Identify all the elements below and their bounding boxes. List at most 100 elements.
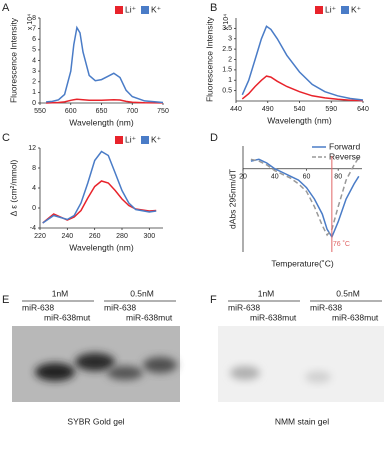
legend-label: K⁺ xyxy=(151,134,162,144)
legend-label: Reverse xyxy=(329,151,361,161)
lane-label: miR-638mut xyxy=(250,312,297,322)
lane-label: miR-638 xyxy=(22,302,54,312)
gel-caption: NMM stain gel xyxy=(275,416,329,426)
y-tick-label: 7 xyxy=(32,25,36,32)
y-tick-label: 2 xyxy=(228,56,232,63)
legend-label: K⁺ xyxy=(351,4,362,14)
y-axis-label: Δ ε (cm²/mmol) xyxy=(8,159,18,216)
x-tick-label: 40 xyxy=(271,174,279,181)
legend-swatch xyxy=(141,6,149,14)
band xyxy=(305,371,331,383)
y-tick-label: 6 xyxy=(32,36,36,43)
y-tick-label: 1 xyxy=(32,89,36,96)
y-tick-label: 4 xyxy=(32,185,36,192)
band xyxy=(107,366,143,380)
x-tick-label: 280 xyxy=(116,233,128,240)
x-tick-label: 220 xyxy=(34,233,46,240)
legend-swatch xyxy=(115,136,123,144)
x-tick-label: 240 xyxy=(61,233,73,240)
x-tick-label: 490 xyxy=(262,106,274,113)
x-tick-label: 440 xyxy=(230,106,242,113)
line-series xyxy=(46,98,164,104)
x-axis-label: Temperature(˚C) xyxy=(271,258,334,268)
x-tick-label: 260 xyxy=(89,233,101,240)
x-tick-label: 700 xyxy=(126,108,138,115)
band xyxy=(35,363,75,381)
lane-label: miR-638mut xyxy=(126,312,173,322)
concentration-label: 1nM xyxy=(258,288,275,298)
y-tick-label: 12 xyxy=(28,145,36,152)
x-tick-label: 650 xyxy=(96,108,108,115)
x-tick-label: 550 xyxy=(34,108,46,115)
legend-label: Li⁺ xyxy=(125,4,137,14)
band xyxy=(143,357,177,373)
y-tick-label: 2 xyxy=(32,79,36,86)
panel-label: B xyxy=(210,2,217,14)
lane-label: miR-638 xyxy=(228,302,260,312)
y-tick-label: 5 xyxy=(32,47,36,54)
y-tick-label: 2.5 xyxy=(222,46,232,53)
legend-swatch xyxy=(315,6,323,14)
y-tick-label: -4 xyxy=(30,225,36,232)
panel-label: A xyxy=(2,2,10,14)
x-tick-label: 640 xyxy=(357,106,369,113)
y-tick-label: 1.5 xyxy=(222,67,232,74)
lane-label: miR-638mut xyxy=(44,312,91,322)
x-tick-label: 600 xyxy=(65,108,77,115)
y-tick-label: 0.5 xyxy=(222,87,232,94)
gel-caption: SYBR Gold gel xyxy=(67,416,124,426)
line-series xyxy=(250,158,360,239)
line-series xyxy=(46,25,164,104)
concentration-label: 0.5nM xyxy=(336,288,360,298)
multiplier: x 10⁴ xyxy=(27,14,34,30)
concentration-label: 1nM xyxy=(52,288,69,298)
y-tick-label: 1 xyxy=(228,77,232,84)
y-axis-label: Fluorescence Intensity xyxy=(204,16,214,102)
y-axis-label: Fluorescence Intensity xyxy=(8,17,18,103)
x-axis-label: Wavelength (nm) xyxy=(267,115,332,125)
line-series xyxy=(42,150,157,224)
y-axis-label: dAbs 295nm/dT xyxy=(227,169,237,229)
panel-label: C xyxy=(2,132,10,144)
x-tick-label: 60 xyxy=(303,174,311,181)
legend-label: Li⁺ xyxy=(125,134,137,144)
legend-swatch xyxy=(341,6,349,14)
band xyxy=(230,366,260,380)
line-series xyxy=(250,157,360,237)
legend-label: Li⁺ xyxy=(325,4,337,14)
concentration-label: 0.5nM xyxy=(130,288,154,298)
x-tick-label: 540 xyxy=(294,106,306,113)
lane-label: miR-638 xyxy=(310,302,342,312)
lane-label: miR-638 xyxy=(104,302,136,312)
panel-label: D xyxy=(210,132,218,144)
multiplier: x 10⁴ xyxy=(223,14,230,30)
band xyxy=(75,353,115,371)
line-series xyxy=(241,25,364,101)
x-axis-label: Wavelength (nm) xyxy=(69,242,134,252)
x-tick-label: 80 xyxy=(334,174,342,181)
x-axis-label: Wavelength (nm) xyxy=(69,117,134,127)
legend-swatch xyxy=(115,6,123,14)
annotation-text: 76 ˚C xyxy=(333,240,350,248)
x-tick-label: 590 xyxy=(325,106,337,113)
y-tick-label: 3 xyxy=(32,68,36,75)
panel-label: E xyxy=(2,294,9,306)
y-tick-label: 8 xyxy=(32,165,36,172)
y-tick-label: 8 xyxy=(32,15,36,22)
y-tick-label: 0 xyxy=(32,205,36,212)
y-tick-label: 4 xyxy=(32,57,36,64)
x-tick-label: 300 xyxy=(143,233,155,240)
legend-swatch xyxy=(141,136,149,144)
gel-f xyxy=(218,326,384,402)
lane-label: miR-638mut xyxy=(332,312,379,322)
y-tick-label: 3.5 xyxy=(222,25,232,32)
legend-label: K⁺ xyxy=(151,4,162,14)
legend-label: Forward xyxy=(329,141,360,151)
y-tick-label: 0 xyxy=(32,100,36,107)
panel-label: F xyxy=(210,294,217,306)
line-series xyxy=(241,75,364,102)
y-tick-label: 3 xyxy=(228,36,232,43)
x-tick-label: 750 xyxy=(157,108,169,115)
x-tick-label: 20 xyxy=(239,174,247,181)
